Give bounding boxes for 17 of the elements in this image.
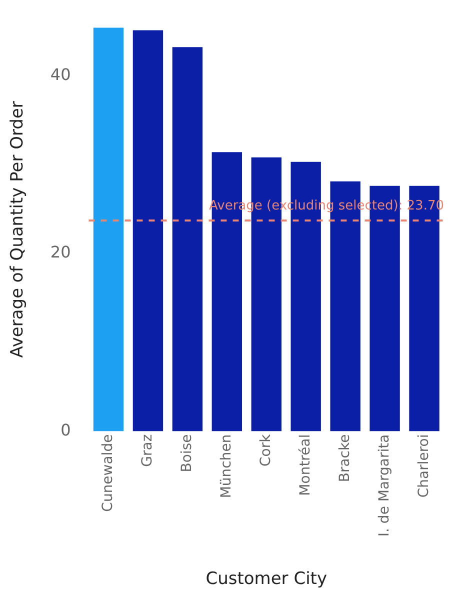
x-tick-label: Charleroi — [416, 434, 432, 498]
x-tick-label: Cunewalde — [100, 434, 116, 512]
x-tick-label: Boise — [179, 434, 196, 472]
bar — [93, 28, 124, 432]
y-tick-label: 20 — [50, 242, 71, 262]
x-tick-label: I. de Margarita — [376, 434, 392, 537]
bar — [132, 30, 164, 432]
x-tick-label: Bracke — [336, 434, 353, 482]
y-tick-label: 0 — [60, 420, 71, 440]
y-axis-title: Average of Quantity Per Order — [8, 101, 28, 358]
x-tick-label: München — [218, 434, 235, 498]
y-tick-label: 40 — [50, 64, 71, 84]
x-tick-label: Cork — [258, 433, 274, 466]
bar — [172, 47, 203, 432]
x-tick-label: Montréal — [297, 434, 314, 496]
x-tick-label: Graz — [140, 434, 156, 467]
x-axis-title: Customer City — [206, 569, 328, 590]
